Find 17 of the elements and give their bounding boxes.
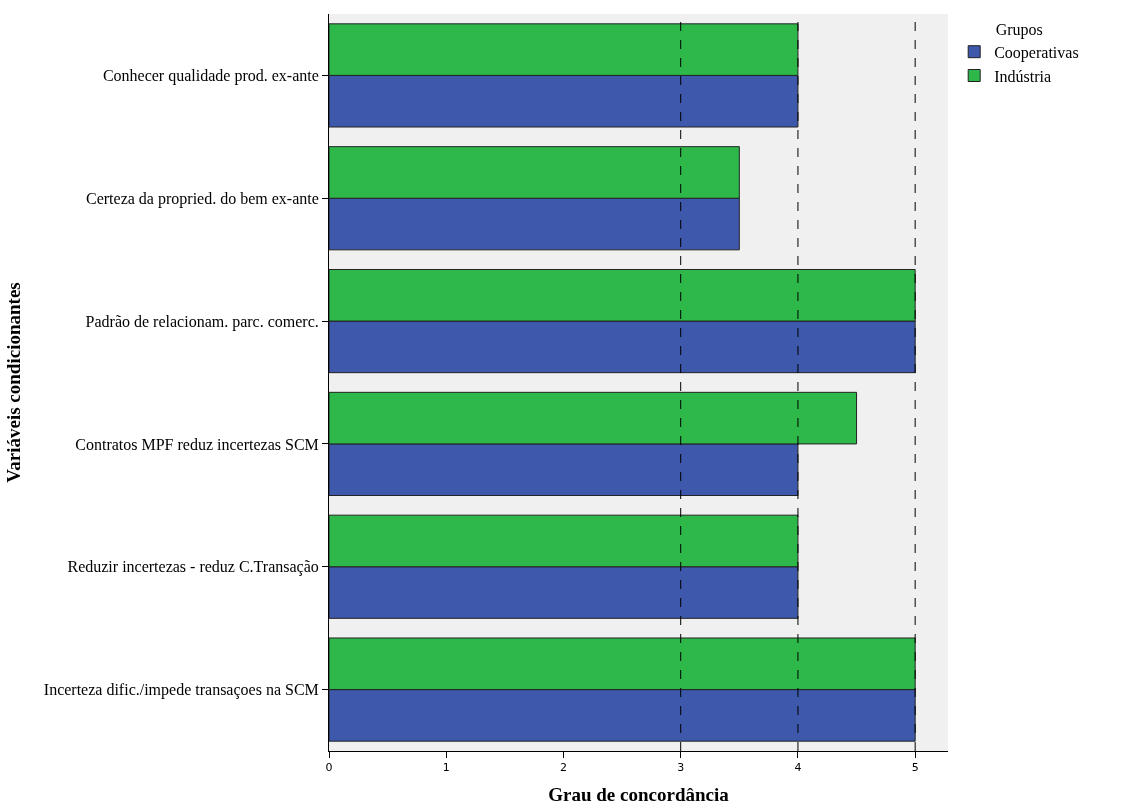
y-tick-label: Certeza da propried. do bem ex-ante (86, 189, 319, 208)
x-axis-title: Grau de concordância (548, 784, 730, 805)
x-tick-label: 5 (911, 761, 919, 775)
legend-label: Indústria (994, 67, 1052, 85)
y-tick-label: Reduzir incertezas - reduz C.Transação (67, 558, 319, 577)
x-tick-label: 1 (442, 761, 450, 775)
y-tick-label: Padrão de relacionam. parc. comerc. (85, 312, 319, 331)
legend-label: Cooperativas (994, 43, 1079, 62)
y-tick-label: Contratos MPF reduz incertezas SCM (75, 435, 319, 453)
x-tick-label: 4 (794, 761, 802, 775)
x-tick-label: 0 (325, 761, 333, 775)
y-tick-label: Conhecer qualidade prod. ex-ante (102, 67, 319, 86)
y-axis-title: Variáveis condicionantes (2, 282, 24, 483)
y-tick-label: Incerteza dific./impede transaçoes na SCM (43, 681, 319, 700)
x-tick-label: 2 (559, 761, 567, 775)
x-tick-label: 3 (677, 761, 685, 775)
legend-title: Grupos (995, 20, 1043, 39)
